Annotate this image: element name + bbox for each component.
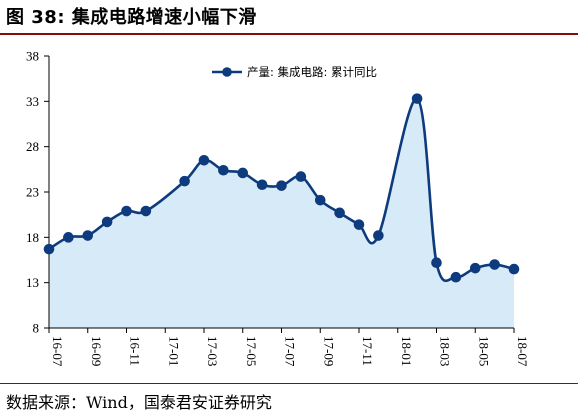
figure-title: 图 38: 集成电路增速小幅下滑 — [6, 7, 257, 28]
x-tick-label: 16-11 — [128, 336, 143, 366]
y-tick-label: 33 — [26, 94, 39, 109]
x-tick-label: 17-05 — [244, 336, 259, 366]
data-point — [218, 164, 229, 176]
x-tick-label: 18-01 — [399, 336, 414, 366]
x-tick-label: 17-03 — [205, 336, 220, 366]
x-tick-label: 17-11 — [360, 336, 375, 366]
data-point — [276, 180, 287, 191]
data-point — [295, 171, 307, 182]
data-point — [101, 216, 113, 228]
x-tick-label: 16-07 — [50, 336, 65, 367]
data-point — [256, 179, 268, 191]
y-tick-label: 18 — [26, 230, 39, 245]
data-point — [450, 271, 462, 283]
data-point — [469, 262, 481, 274]
data-point — [489, 259, 500, 270]
data-point — [198, 154, 210, 166]
data-point — [431, 257, 442, 269]
x-tick-label: 17-09 — [321, 336, 336, 366]
legend-swatch-marker — [222, 67, 232, 77]
series-area — [49, 98, 514, 328]
data-point — [43, 243, 55, 255]
x-tick-label: 18-05 — [476, 336, 491, 366]
title-rule — [0, 33, 578, 35]
data-point — [82, 230, 94, 241]
y-tick-label: 13 — [26, 275, 39, 290]
source-note: 数据来源：Wind，国泰君安证券研究 — [6, 393, 272, 412]
data-point — [237, 167, 249, 179]
data-point — [179, 175, 190, 187]
plot-area: 8 13 18 23 28 33 38 16-07 16-09 16-11 17-01 17-03 17… — [26, 49, 530, 367]
x-tick-label: 17-01 — [166, 336, 181, 366]
data-point — [353, 219, 365, 230]
y-tick-label: 38 — [26, 49, 39, 64]
y-tick-label: 8 — [33, 321, 40, 336]
data-point — [140, 205, 152, 217]
y-tick-label: 23 — [26, 185, 39, 200]
x-tick-label: 17-07 — [283, 336, 298, 367]
x-tick-label: 16-09 — [89, 336, 104, 366]
data-point — [63, 232, 74, 243]
data-point — [373, 230, 384, 241]
data-point — [508, 263, 520, 275]
legend-label: 产量: 集成电路: 累计同比 — [247, 65, 377, 79]
line-chart: 8 13 18 23 28 33 38 16-07 16-09 16-11 17-01 17-03 17… — [26, 49, 530, 367]
data-point — [121, 205, 132, 217]
y-tick-label: 28 — [26, 139, 39, 154]
data-point — [314, 194, 326, 206]
source-rule — [0, 383, 578, 384]
x-tick-label: 18-03 — [438, 336, 453, 366]
x-tick-label: 18-07 — [515, 336, 530, 367]
data-point — [411, 93, 423, 104]
data-point — [334, 207, 345, 219]
